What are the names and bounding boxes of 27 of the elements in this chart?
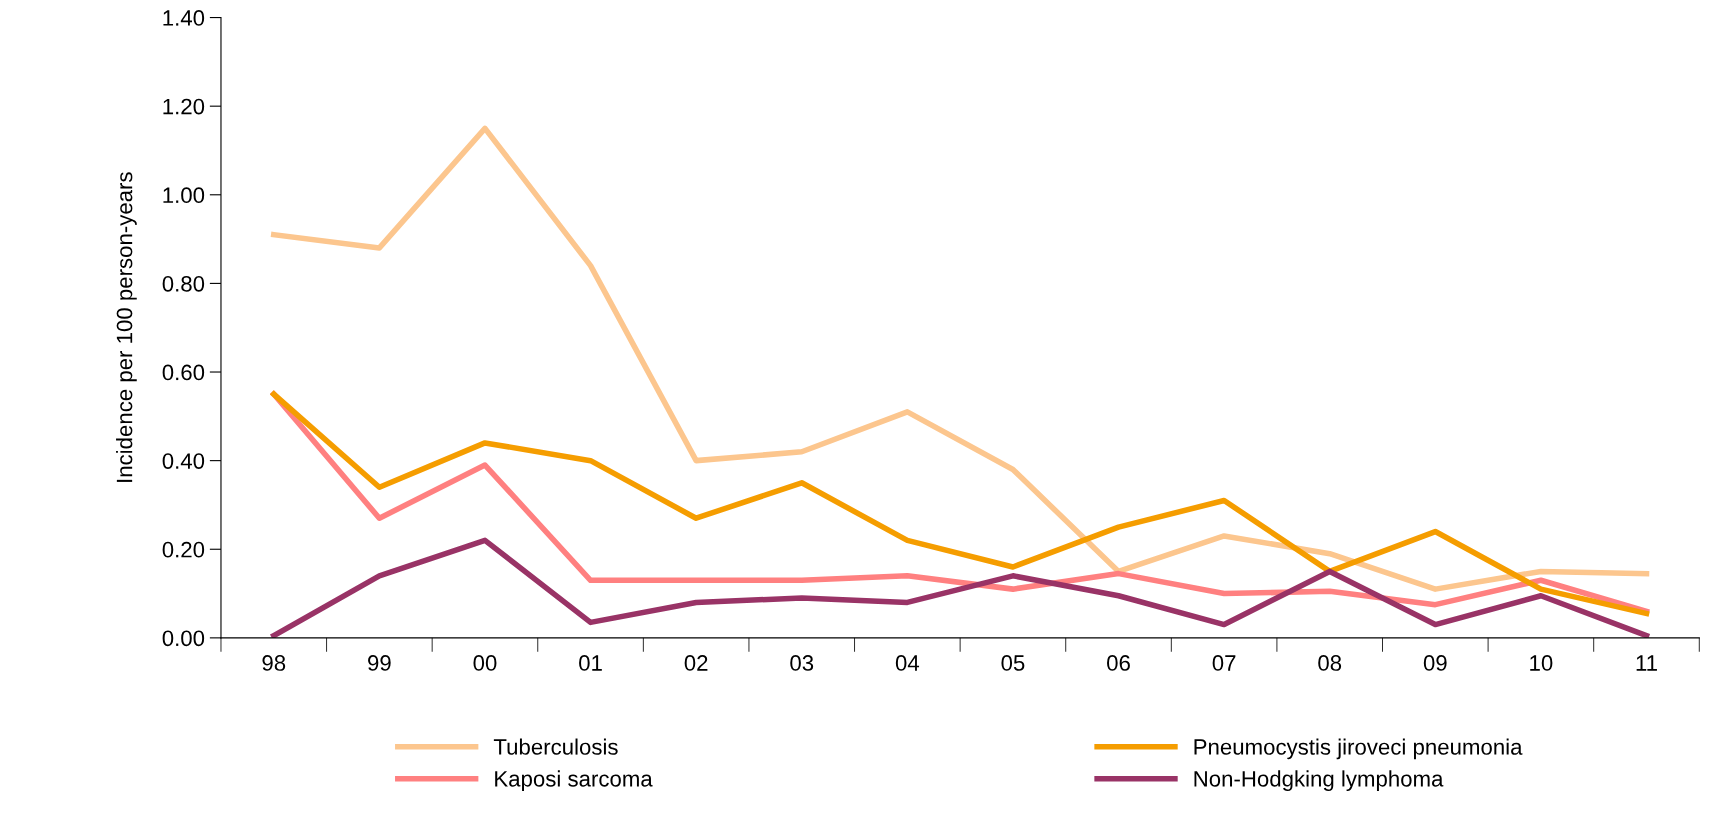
legend-label: Kaposi sarcoma — [495, 770, 653, 792]
legend-label: Pneumocystis jiroveci pneumonia — [1194, 738, 1523, 760]
legend-label: Non-Hodgking lymphoma — [1194, 770, 1444, 792]
y-tick-label: 1.20 — [163, 98, 205, 115]
x-tick-label: 02 — [684, 655, 708, 671]
x-tick-label: 07 — [1212, 655, 1236, 671]
x-tick-label: 00 — [473, 655, 497, 671]
x-tick-label: 10 — [1530, 655, 1553, 671]
x-tick-label: 05 — [1001, 655, 1025, 671]
x-tick-label: 01 — [579, 655, 602, 671]
y-axis-title: Incidence per 100 person-years — [116, 172, 137, 482]
y-tick-label: 0.40 — [162, 453, 205, 469]
x-tick-label: 04 — [895, 655, 920, 671]
x-tick-label: 11 — [1636, 655, 1657, 671]
y-tick-label: 1.00 — [163, 187, 205, 204]
x-tick-label: 08 — [1318, 655, 1342, 671]
x-tick-label: 03 — [790, 655, 814, 671]
y-tick-label: 1.40 — [163, 10, 205, 26]
y-tick-label: 0.80 — [162, 275, 205, 292]
x-tick-label: 06 — [1107, 655, 1130, 671]
x-tick-label: 99 — [368, 655, 391, 671]
x-tick-label: 09 — [1423, 655, 1447, 671]
y-tick-label: 0.60 — [162, 364, 205, 381]
y-tick-label: 0.20 — [162, 541, 205, 558]
y-tick-label: 0.00 — [162, 630, 205, 647]
x-tick-label: 98 — [262, 655, 286, 671]
legend-label: Tuberculosis — [493, 738, 618, 755]
